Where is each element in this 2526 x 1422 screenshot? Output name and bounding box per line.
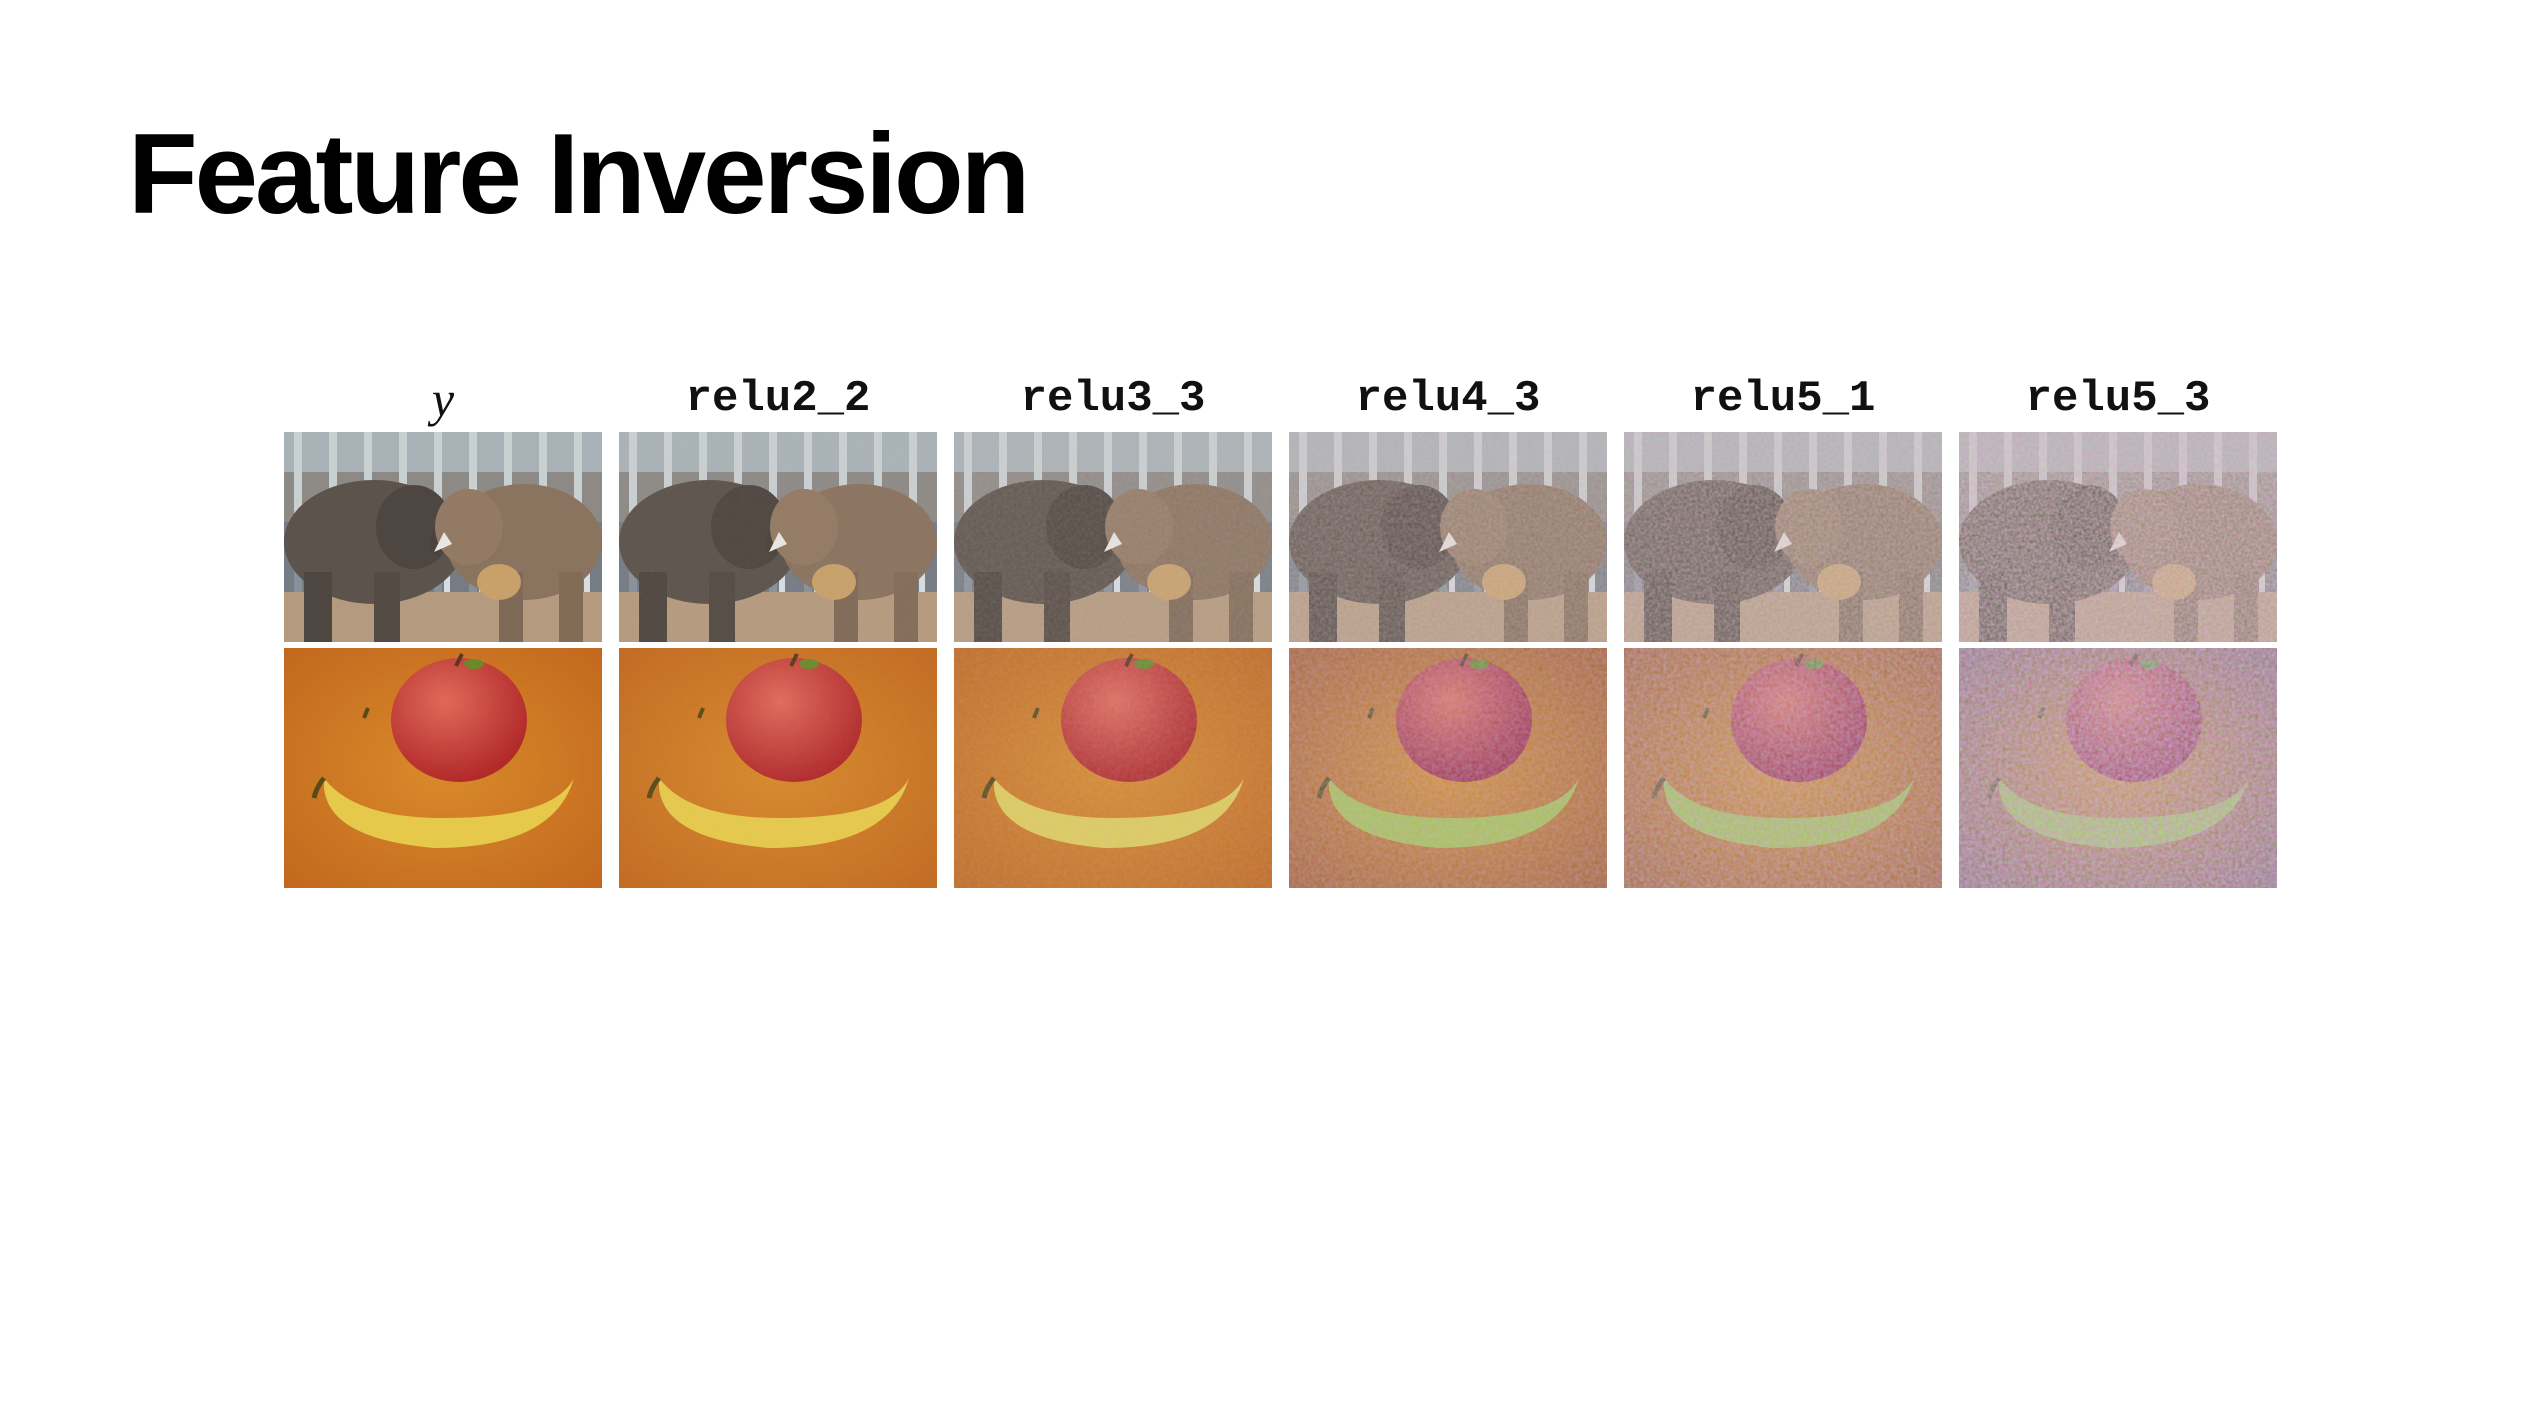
elephant-image bbox=[1624, 432, 1942, 642]
elephant-image bbox=[1959, 432, 2277, 642]
column-original: y bbox=[284, 370, 602, 888]
column-label: relu4_3 bbox=[1355, 374, 1541, 424]
column-relu5-1: relu5_1 bbox=[1624, 370, 1942, 888]
column-label: y bbox=[431, 371, 455, 427]
column-relu5-3: relu5_3 bbox=[1959, 370, 2277, 888]
column-relu2-2: relu2_2 bbox=[619, 370, 937, 888]
elephant-image bbox=[619, 432, 937, 642]
fruit-image bbox=[619, 648, 937, 888]
column-label: relu2_2 bbox=[685, 374, 871, 424]
column-label: relu5_3 bbox=[2025, 374, 2211, 424]
fruit-image bbox=[1959, 648, 2277, 888]
fruit-image bbox=[1289, 648, 1607, 888]
elephant-image bbox=[284, 432, 602, 642]
elephant-image bbox=[1289, 432, 1607, 642]
fruit-image bbox=[954, 648, 1272, 888]
fruit-image bbox=[1624, 648, 1942, 888]
slide-title: Feature Inversion bbox=[128, 111, 1030, 238]
column-relu3-3: relu3_3 bbox=[954, 370, 1272, 888]
elephant-image bbox=[954, 432, 1272, 642]
column-label: relu3_3 bbox=[1020, 374, 1206, 424]
column-label: relu5_1 bbox=[1690, 374, 1876, 424]
feature-inversion-figure: y bbox=[284, 370, 2279, 890]
fruit-image bbox=[284, 648, 602, 888]
column-relu4-3: relu4_3 bbox=[1289, 370, 1607, 888]
